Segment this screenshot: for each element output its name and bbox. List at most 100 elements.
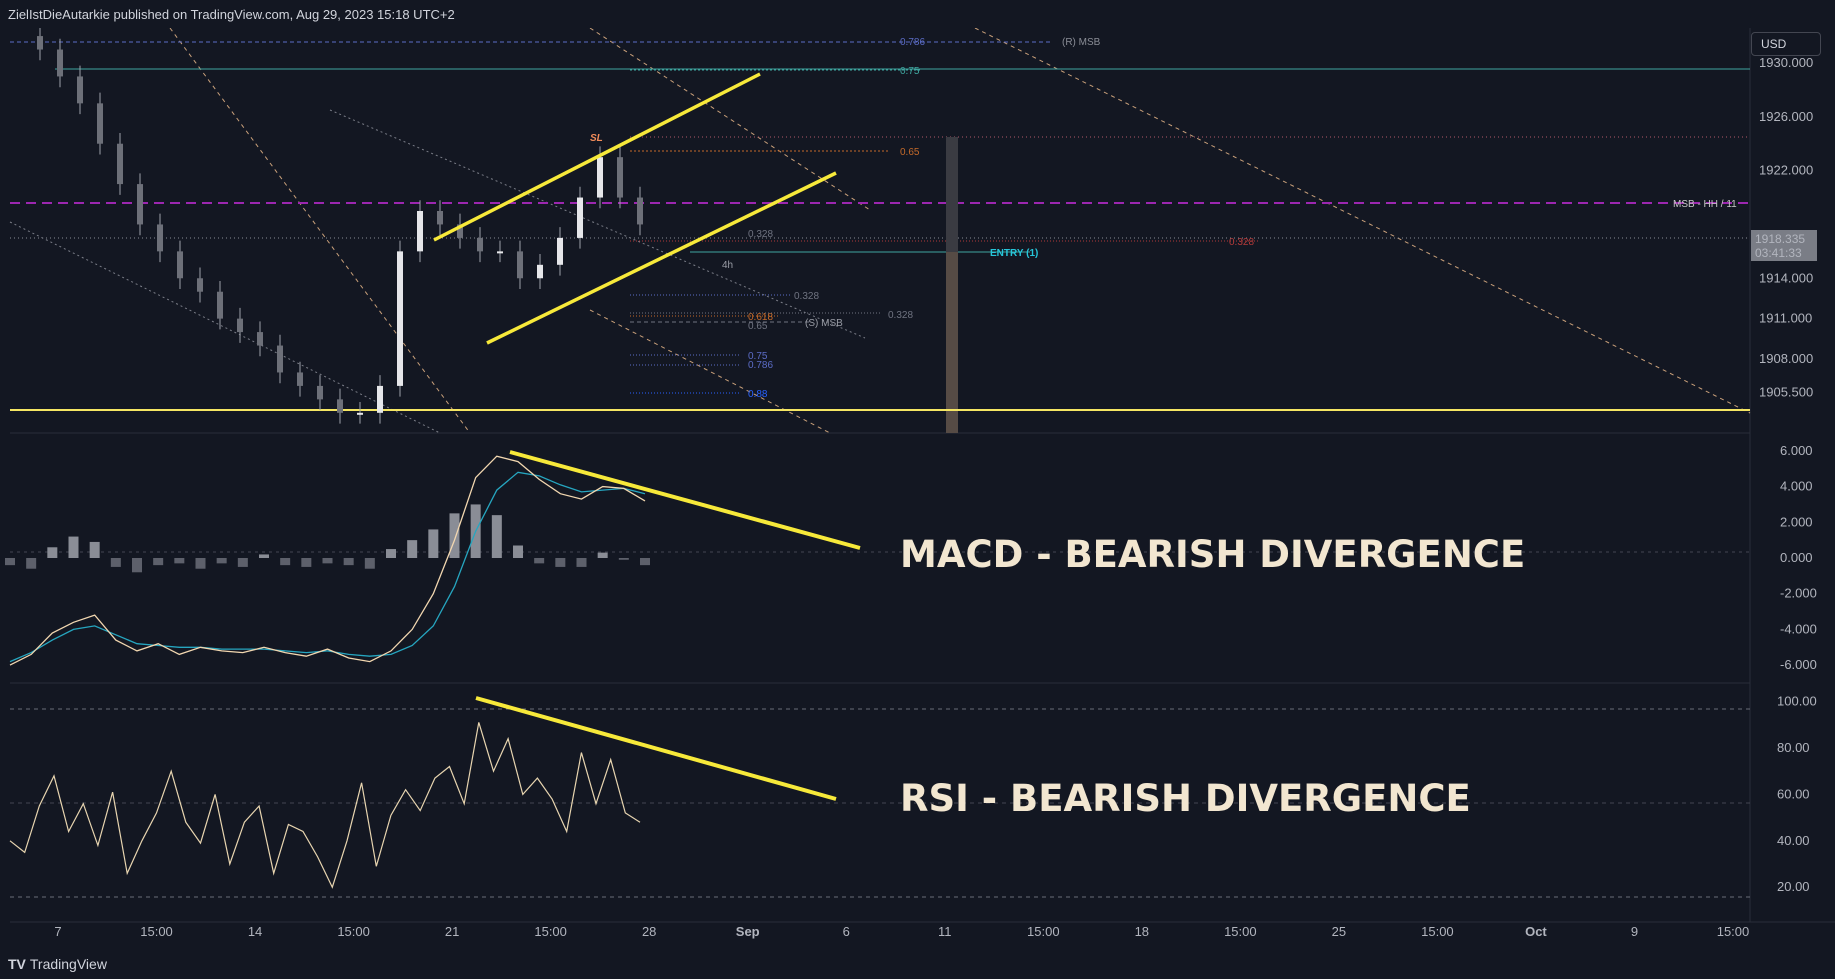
r-msb-label: (R) MSB — [1062, 37, 1101, 48]
time-axis[interactable]: 7 15:00 14 15:00 21 15:00 28 Sep 6 11 15:00 18 15:00… — [54, 924, 1749, 939]
dashed-trendline — [169, 27, 471, 434]
time-axis-label: 6 — [843, 924, 850, 939]
time-axis-label: 14 — [248, 924, 262, 939]
currency-label: USD — [1761, 37, 1787, 51]
fib-65-top-label: 0.65 — [900, 147, 920, 158]
fib-88-label: 0.88 — [748, 389, 768, 400]
time-axis-label: 15:00 — [337, 924, 370, 939]
macd-axis-label: 2.000 — [1780, 514, 1813, 529]
sl-label: SL — [590, 133, 603, 144]
price-axis-label: 1914.000 — [1759, 270, 1813, 285]
rsi-axis[interactable]: 100.00 80.00 60.00 40.00 20.00 — [1777, 694, 1817, 895]
currency-selector[interactable]: USD — [1751, 32, 1821, 56]
candle-body — [417, 210, 423, 252]
candle-body — [237, 318, 243, 333]
tradingview-logo[interactable]: TV TradingView — [8, 956, 107, 972]
fib-328-red-label: 0.328 — [1229, 237, 1254, 248]
macd-histogram-bar — [280, 558, 291, 566]
macd-histogram-bar — [174, 558, 185, 564]
tradingview-logo-icon: TV — [8, 956, 26, 972]
fib-328-label-a: 0.328 — [748, 229, 773, 240]
macd-histogram-bar — [216, 558, 227, 564]
candle-body — [537, 264, 543, 279]
fib-75-top-label: 0.75 — [900, 66, 920, 77]
macd-line — [9, 455, 646, 666]
candle-body — [557, 237, 563, 265]
candle-body — [177, 251, 183, 279]
rsi-panel[interactable]: RSI - BEARISH DIVERGENCE — [9, 696, 1750, 898]
candle-body — [337, 399, 343, 413]
candle-body — [617, 157, 623, 198]
macd-histogram-bar — [89, 541, 100, 558]
candle-body — [577, 197, 583, 238]
time-axis-label: 11 — [938, 924, 952, 939]
macd-divergence-text: MACD - BEARISH DIVERGENCE — [900, 533, 1525, 576]
dashed-trendline — [974, 27, 1751, 414]
price-axis-label: 1905.500 — [1759, 385, 1813, 400]
macd-histogram-bar — [110, 558, 121, 567]
macd-axis-label: 4.000 — [1780, 479, 1813, 494]
rsi-axis-label: 80.00 — [1777, 740, 1810, 755]
candles — [37, 25, 643, 424]
msb-hh-label: MSB - HH / 11 — [1673, 199, 1737, 210]
macd-histogram-bar — [534, 558, 545, 564]
fib-618-label: 0.618 — [748, 312, 773, 323]
candle-body — [217, 291, 223, 319]
macd-signal-line — [9, 471, 646, 663]
dashed-trendline — [589, 27, 871, 211]
time-axis-label: 28 — [642, 924, 656, 939]
macd-histogram-bar — [322, 558, 333, 564]
macd-axis-label: -4.000 — [1780, 621, 1817, 636]
macd-histogram-bar — [301, 558, 312, 567]
macd-histogram-bar — [68, 536, 79, 558]
rsi-axis-label: 40.00 — [1777, 833, 1810, 848]
price-axis[interactable]: 1930.000 1926.000 1922.000 1914.000 1911.000… — [1759, 55, 1813, 400]
candle-body — [437, 210, 443, 225]
entry-label: ENTRY (1) — [990, 248, 1038, 259]
macd-axis-label: -2.000 — [1780, 586, 1817, 601]
time-axis-label: 15:00 — [534, 924, 567, 939]
badge-countdown: 03:41:33 — [1755, 246, 1802, 260]
time-axis-label: 21 — [445, 924, 459, 939]
macd-histogram-bar — [195, 558, 206, 569]
candle-body — [157, 224, 163, 252]
macd-axis[interactable]: 6.000 4.000 2.000 0.000 -2.000 -4.000 -6.000 — [1780, 443, 1817, 672]
time-axis-label: Sep — [736, 924, 760, 939]
candle-body — [257, 332, 263, 346]
macd-panel[interactable]: MACD - BEARISH DIVERGENCE — [5, 450, 1750, 666]
rsi-line — [9, 722, 641, 889]
dotted-trendline — [9, 221, 441, 434]
header-bar: ZielIstDieAutarkie published on TradingV… — [0, 0, 1835, 28]
macd-histogram-bar — [407, 540, 418, 558]
macd-histogram-bar — [597, 552, 608, 558]
macd-histogram-bar — [26, 558, 37, 569]
macd-histogram-bar — [555, 558, 566, 567]
time-axis-label: 15:00 — [1421, 924, 1454, 939]
macd-histogram-bar — [153, 558, 164, 566]
macd-histogram-bar — [618, 558, 629, 560]
time-axis-label: Oct — [1525, 924, 1547, 939]
time-axis-label: 15:00 — [1717, 924, 1750, 939]
candle-body — [97, 103, 103, 144]
candle-body — [497, 251, 503, 254]
candle-body — [517, 251, 523, 279]
candle-body — [37, 36, 43, 50]
candle-body — [317, 385, 323, 400]
fib-328-label-c: 0.328 — [888, 310, 913, 321]
rsi-divergence-line — [475, 696, 837, 801]
candle-body — [597, 157, 603, 198]
macd-divergence-line — [509, 450, 861, 550]
time-axis-label: 9 — [1631, 924, 1638, 939]
fib-786-top-label: 0.786 — [900, 37, 925, 48]
macd-histogram-bar — [640, 558, 650, 566]
price-axis-label: 1930.000 — [1759, 55, 1813, 70]
macd-histogram-bar — [576, 558, 587, 567]
price-panel[interactable]: SL 0.786 (R) MSB 0.75 0.65 MSB - HH / 11… — [9, 25, 1751, 434]
price-axis-label: 1922.000 — [1759, 163, 1813, 178]
price-axis-label: 1911.000 — [1759, 311, 1812, 326]
macd-histogram-bar — [132, 558, 142, 573]
macd-histogram-bar — [449, 513, 460, 558]
macd-histogram-bar — [364, 558, 375, 569]
candle-body — [297, 372, 303, 386]
